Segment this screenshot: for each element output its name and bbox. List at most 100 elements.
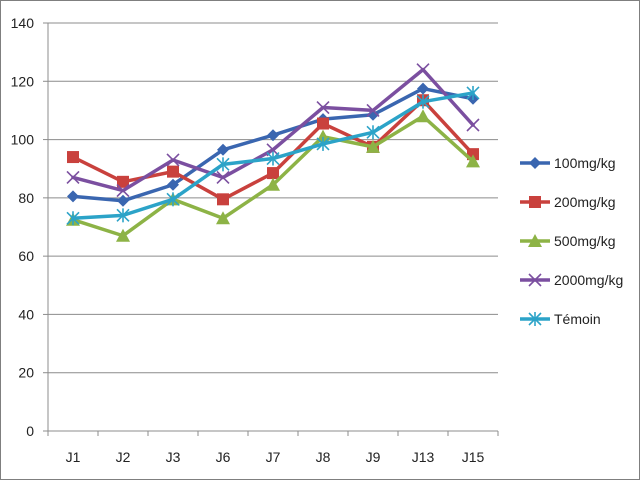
data-point xyxy=(117,175,129,188)
data-point xyxy=(317,117,329,130)
y-tick-label: 60 xyxy=(18,248,34,264)
data-point xyxy=(117,194,129,207)
data-point xyxy=(66,211,80,226)
data-point xyxy=(416,109,430,123)
legend-item-2: 200mg/kg xyxy=(520,194,615,210)
diamond-shape xyxy=(167,178,179,191)
triangle-shape xyxy=(266,177,280,191)
data-point xyxy=(266,177,280,191)
y-tick-label: 100 xyxy=(11,132,35,148)
diamond-shape xyxy=(267,129,279,142)
data-point xyxy=(217,143,229,156)
triangle-shape xyxy=(466,154,480,168)
square-shape xyxy=(317,117,329,130)
legend-label: 500mg/kg xyxy=(554,233,615,249)
data-point xyxy=(266,151,280,166)
data-point xyxy=(66,170,80,185)
legend-marker xyxy=(528,312,542,326)
square-shape xyxy=(67,151,79,164)
square-shape xyxy=(267,167,279,180)
x-stroke xyxy=(528,273,542,287)
legend-marker xyxy=(528,234,542,247)
diamond-shape xyxy=(529,157,541,169)
x-stroke xyxy=(466,118,480,132)
data-point xyxy=(216,170,230,185)
diamond-shape xyxy=(67,190,79,203)
legend-item-4: 2000mg/kg xyxy=(520,272,623,288)
x-stroke xyxy=(216,170,230,185)
x-tick-label: J15 xyxy=(462,449,485,465)
x-stroke xyxy=(316,100,330,115)
data-point xyxy=(267,167,279,180)
data-point xyxy=(316,136,330,151)
y-tick-label: 20 xyxy=(18,365,34,381)
data-point xyxy=(67,190,79,203)
data-point xyxy=(417,82,429,95)
x-tick-label: J8 xyxy=(316,449,331,465)
diamond-shape xyxy=(117,194,129,207)
data-point xyxy=(416,94,430,109)
data-point xyxy=(166,153,180,167)
triangle-shape xyxy=(416,109,430,123)
x-tick-label: J13 xyxy=(412,449,435,465)
series-4 xyxy=(66,63,480,198)
x-stroke xyxy=(116,184,130,198)
x-stroke xyxy=(366,103,380,117)
data-point xyxy=(466,85,480,100)
square-shape xyxy=(167,165,179,178)
square-shape xyxy=(217,193,229,206)
data-point xyxy=(316,100,330,115)
data-point xyxy=(116,208,130,223)
y-tick-label: 80 xyxy=(18,190,34,206)
x-tick-label: J6 xyxy=(216,449,231,465)
x-stroke xyxy=(66,170,80,185)
data-point xyxy=(366,103,380,117)
series-group xyxy=(66,63,480,242)
data-point xyxy=(67,151,79,164)
axes: 0 20 40 60 80 100 120 140 J1 J2 J3 J6 J7 J8 J9 J13 J15 xyxy=(11,15,499,465)
data-point xyxy=(466,118,480,132)
x-stroke xyxy=(166,153,180,167)
data-point xyxy=(116,228,130,242)
legend-label: Témoin xyxy=(554,311,601,327)
triangle-shape xyxy=(216,211,230,225)
legend-marker xyxy=(529,157,541,169)
diamond-shape xyxy=(417,82,429,95)
data-point xyxy=(366,139,380,153)
data-point xyxy=(366,125,380,140)
legend-label: 200mg/kg xyxy=(554,194,615,210)
square-shape xyxy=(529,196,541,208)
triangle-shape xyxy=(116,228,130,242)
y-tick-label: 120 xyxy=(11,73,35,89)
x-tick-label: J9 xyxy=(366,449,381,465)
data-point xyxy=(217,193,229,206)
diamond-shape xyxy=(217,143,229,156)
legend: 100mg/kg 200mg/kg 500mg/kg 2000mg/kg Témoin xyxy=(520,155,623,327)
data-point xyxy=(216,157,230,172)
x-stroke xyxy=(416,63,430,77)
data-point xyxy=(116,184,130,198)
data-point xyxy=(216,211,230,225)
data-point xyxy=(466,154,480,168)
y-tick-label: 0 xyxy=(26,423,34,439)
triangle-shape xyxy=(528,234,542,247)
data-point xyxy=(167,165,179,178)
data-point xyxy=(267,129,279,142)
data-point xyxy=(167,178,179,191)
series-5 xyxy=(66,85,480,226)
x-tick-label: J2 xyxy=(116,449,131,465)
x-tick-label: J3 xyxy=(166,449,181,465)
data-point xyxy=(166,192,180,207)
legend-item-3: 500mg/kg xyxy=(520,233,615,249)
triangle-shape xyxy=(366,139,380,153)
x-tick-label: J1 xyxy=(66,449,81,465)
square-shape xyxy=(117,175,129,188)
legend-item-5: Témoin xyxy=(520,311,601,327)
x-tick-label: J7 xyxy=(266,449,281,465)
data-point xyxy=(416,63,430,77)
legend-marker xyxy=(529,196,541,208)
legend-marker xyxy=(528,273,542,287)
y-tick-label: 140 xyxy=(11,15,35,31)
